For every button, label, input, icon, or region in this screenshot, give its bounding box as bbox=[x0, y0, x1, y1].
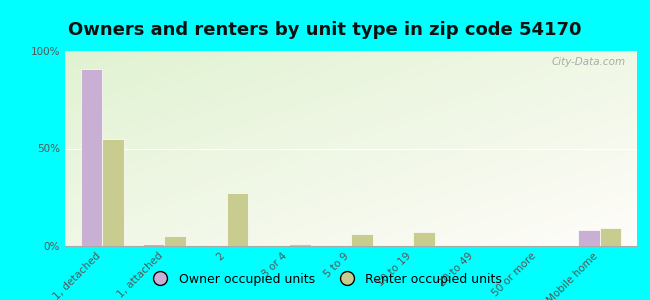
Bar bbox=[227, 193, 248, 246]
Text: Owners and renters by unit type in zip code 54170: Owners and renters by unit type in zip c… bbox=[68, 21, 582, 39]
Bar bbox=[413, 232, 435, 246]
Bar bbox=[164, 236, 187, 246]
Bar bbox=[289, 244, 311, 246]
Bar bbox=[81, 68, 102, 246]
Bar bbox=[351, 234, 372, 246]
Bar bbox=[102, 139, 124, 246]
Text: City-Data.com: City-Data.com bbox=[551, 57, 625, 67]
Legend: Owner occupied units, Renter occupied units: Owner occupied units, Renter occupied un… bbox=[143, 268, 507, 291]
Bar bbox=[143, 244, 164, 246]
Bar bbox=[578, 230, 600, 246]
Bar bbox=[600, 229, 621, 246]
